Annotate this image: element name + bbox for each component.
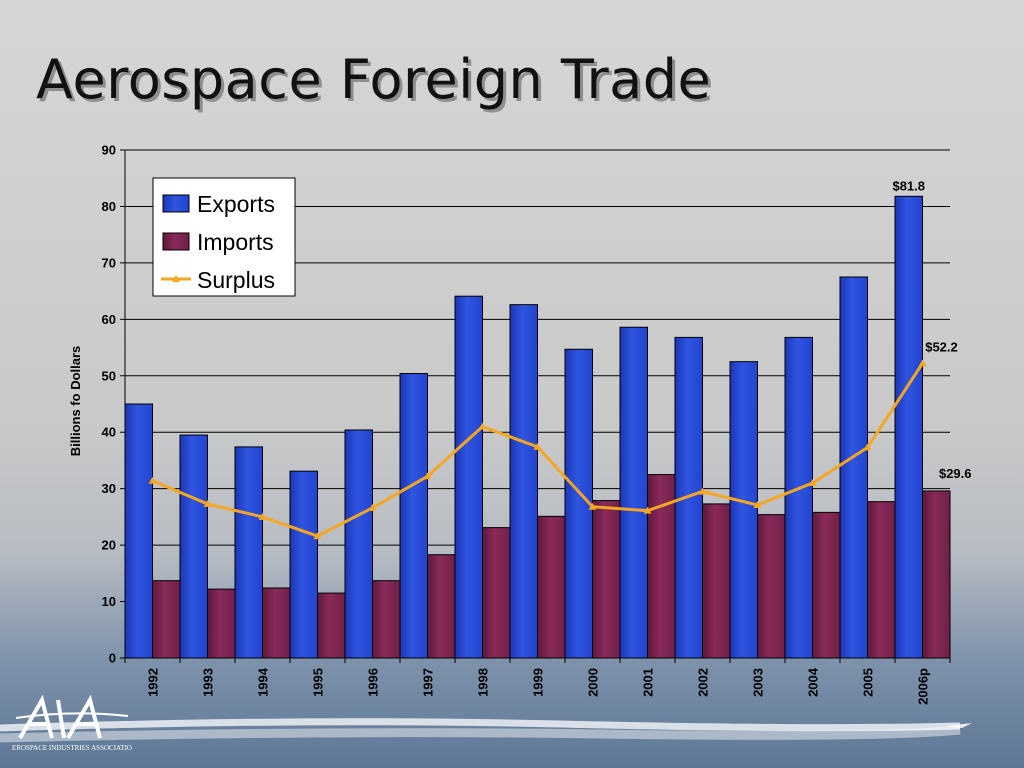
surplus-point — [478, 422, 487, 430]
exports-legend-swatch — [162, 194, 190, 213]
surplus-line — [148, 359, 927, 540]
surplus-point — [533, 442, 542, 450]
y-axis-label: Billions fo Dollars — [68, 346, 83, 457]
exports-bar — [784, 336, 813, 659]
slide-title: Aerospace Foreign Trade — [36, 48, 712, 111]
exports-bar — [179, 434, 208, 659]
data-labels: $81.8 $52.2 $29.6 — [892, 178, 971, 481]
y-tick-label: 10 — [102, 594, 116, 609]
surplus-point — [588, 502, 597, 510]
x-tick-label: 2000 — [586, 668, 601, 697]
imports-bar — [262, 587, 291, 659]
y-tick-label: 30 — [102, 481, 116, 496]
y-tick-label: 90 — [102, 143, 116, 158]
exports-bar — [289, 470, 318, 659]
x-tick-label: 1992 — [146, 668, 161, 697]
x-tick-label: 2006p — [916, 668, 931, 705]
legend-label: Exports — [197, 191, 275, 217]
surplus-point — [863, 443, 872, 451]
y-tick-label: 40 — [102, 425, 116, 440]
x-tick-label: 2005 — [861, 668, 876, 697]
x-tick-label: 1995 — [311, 668, 326, 697]
x-tick-label: 2001 — [641, 668, 656, 697]
legend-label: Imports — [197, 229, 274, 255]
y-tick-label: 20 — [102, 538, 116, 553]
imports-bar — [427, 554, 456, 659]
y-tick-label: 50 — [102, 368, 116, 383]
exports-bar — [454, 295, 483, 659]
logo-text: AEROSPACE INDUSTRIES ASSOCIATION — [12, 744, 132, 752]
aia-logo-icon: AEROSPACE INDUSTRIES ASSOCIATION — [12, 694, 132, 752]
imports-legend-swatch — [162, 232, 190, 251]
surplus-point — [643, 506, 652, 514]
surplus-point — [148, 476, 157, 484]
exports-bar — [399, 373, 428, 659]
x-tick-label: 2004 — [806, 667, 821, 697]
imports-bar — [702, 503, 731, 659]
data-label: $81.8 — [892, 178, 925, 193]
surplus-point — [203, 499, 212, 507]
x-tick-label: 1998 — [476, 668, 491, 697]
surplus-point — [918, 359, 927, 367]
y-tick-label: 60 — [102, 312, 116, 327]
surplus-point — [423, 472, 432, 480]
exports-bar — [344, 429, 373, 659]
imports-bar — [867, 501, 896, 659]
x-tick-label: 1999 — [531, 668, 546, 697]
imports-bar — [152, 580, 181, 659]
imports-bar — [372, 580, 401, 659]
surplus-point — [368, 503, 377, 511]
legend-label: Surplus — [197, 267, 275, 293]
y-tick-label: 70 — [102, 255, 116, 270]
surplus-point — [753, 501, 762, 509]
imports-bar — [922, 490, 951, 659]
exports-bar — [729, 361, 758, 659]
x-tick-label: 2003 — [751, 668, 766, 697]
data-label: $52.2 — [925, 339, 958, 354]
axes — [120, 149, 951, 663]
x-tick-label: 1997 — [421, 668, 436, 697]
exports-bar — [619, 326, 648, 659]
x-tick-label: 1993 — [201, 668, 216, 697]
surplus-point — [258, 512, 267, 520]
imports-bar — [592, 500, 621, 659]
surplus-point — [313, 532, 322, 540]
exports-bar — [894, 195, 923, 659]
imports-bar — [812, 511, 841, 659]
y-tick-label: 0 — [109, 651, 116, 666]
imports-bar — [537, 515, 566, 659]
exports-bar — [124, 403, 153, 659]
y-tick-label: 80 — [102, 199, 116, 214]
imports-bar — [317, 592, 346, 659]
exports-bar — [234, 446, 263, 659]
tick-labels: 0 10 20 30 40 50 60 70 80 90 1992 1993 1994 1995 1996 1… — [68, 143, 931, 705]
exports-bar — [839, 276, 868, 659]
x-tick-label: 1994 — [256, 667, 271, 697]
imports-bar — [207, 588, 236, 659]
surplus-legend-marker — [172, 275, 180, 282]
imports-bar — [757, 514, 786, 659]
bars — [124, 195, 951, 659]
legend: Exports Imports Surplus — [152, 177, 296, 297]
x-tick-label: 2002 — [696, 668, 711, 697]
contrail-icon — [0, 718, 972, 743]
imports-bar — [482, 527, 511, 659]
exports-bar — [509, 304, 538, 659]
data-label: $29.6 — [939, 466, 972, 481]
surplus-point — [808, 479, 817, 487]
surplus-point — [698, 487, 707, 495]
x-tick-label: 1996 — [366, 668, 381, 697]
